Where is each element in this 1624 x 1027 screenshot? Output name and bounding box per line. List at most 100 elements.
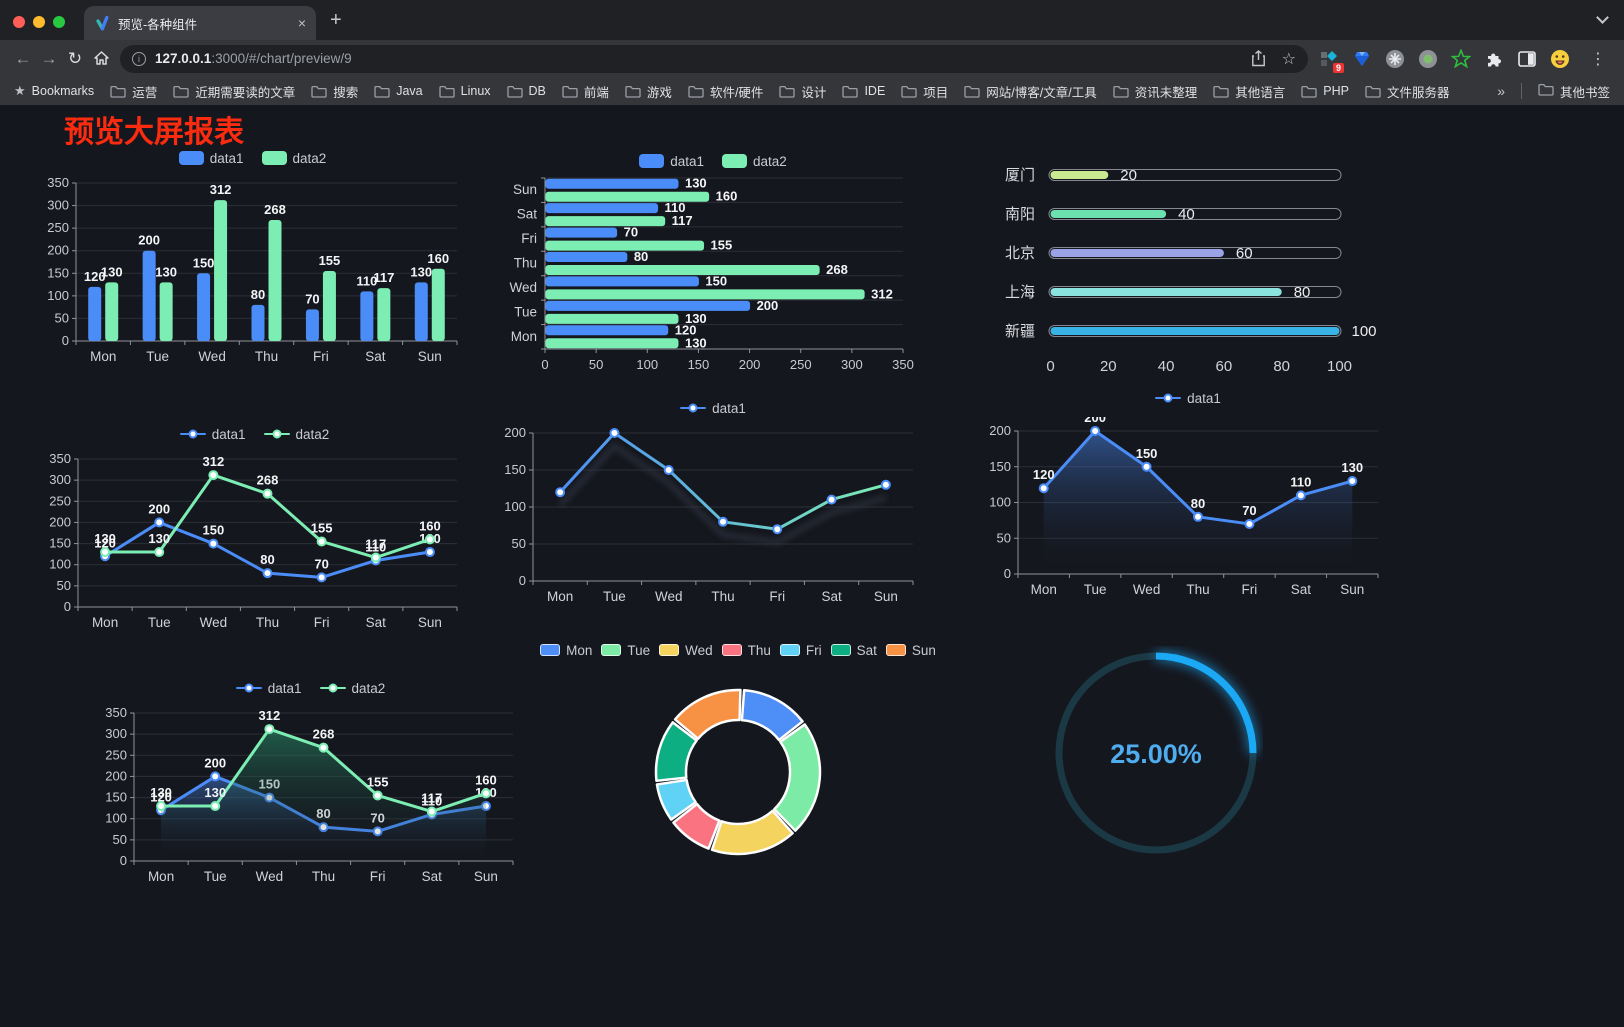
legend-label: Thu: [747, 642, 771, 658]
svg-text:110: 110: [356, 273, 377, 288]
other-bookmarks-folder[interactable]: 其他书签: [1538, 82, 1610, 101]
legend-item-Thu[interactable]: Thu: [721, 642, 771, 658]
legend-item-data1[interactable]: data1: [235, 681, 302, 696]
svg-text:50: 50: [113, 832, 127, 847]
home-button[interactable]: [88, 49, 114, 69]
bookmark-folder-项目[interactable]: 项目: [901, 82, 948, 101]
new-tab-button[interactable]: +: [330, 9, 342, 31]
svg-text:200: 200: [105, 768, 127, 783]
bookmark-folder-前端[interactable]: 前端: [562, 82, 609, 101]
site-info-icon[interactable]: i: [132, 51, 146, 66]
extension-star-icon[interactable]: [1450, 48, 1472, 70]
legend-item-Wed[interactable]: Wed: [659, 643, 713, 658]
close-window-button[interactable]: [13, 16, 25, 28]
legend-item-Tue[interactable]: Tue: [601, 643, 650, 658]
legend-item-Sat[interactable]: Sat: [830, 642, 877, 658]
bookmark-folder-DB[interactable]: DB: [506, 84, 546, 98]
legend-item-Mon[interactable]: Mon: [540, 643, 592, 658]
svg-text:20: 20: [1120, 167, 1137, 184]
bookmarks-manager-item[interactable]: ★ Bookmarks: [14, 83, 95, 98]
legend-item-Fri[interactable]: Fri: [779, 643, 822, 658]
bookmark-folder-网站/博客/文章/工具[interactable]: 网站/博客/文章/工具: [964, 82, 1097, 101]
svg-text:130: 130: [101, 264, 123, 279]
browser-menu-icon[interactable]: ⋮: [1590, 50, 1606, 68]
svg-text:新疆: 新疆: [1005, 323, 1035, 340]
legend-item-data1[interactable]: data1: [179, 427, 246, 442]
svg-text:250: 250: [105, 747, 127, 762]
bookmark-folder-搜索[interactable]: 搜索: [311, 82, 358, 101]
folder-icon: [1538, 83, 1554, 99]
legend-item-data2[interactable]: data2: [261, 151, 326, 166]
svg-text:200: 200: [204, 755, 226, 770]
svg-text:110: 110: [1290, 474, 1311, 489]
forward-button[interactable]: →: [40, 48, 58, 68]
legend-item-data1[interactable]: data1: [680, 401, 746, 416]
extension-green-dot-icon[interactable]: [1417, 48, 1439, 70]
bookmark-folder-资讯未整理[interactable]: 资讯未整理: [1113, 82, 1197, 101]
minimize-window-button[interactable]: [33, 16, 45, 28]
svg-text:Sat: Sat: [366, 615, 387, 630]
legend-label: Sat: [856, 642, 877, 658]
chart-area-line: data1 0 50 100 150 200 Mon Tue Wed Thu Fri Sat Sun 12…: [988, 387, 1388, 607]
bookmark-folder-近期需要读的文章[interactable]: 近期需要读的文章: [173, 82, 295, 101]
reload-button[interactable]: ↻: [67, 48, 83, 68]
bookmark-folder-PHP[interactable]: PHP: [1301, 84, 1349, 98]
svg-text:80: 80: [1191, 496, 1205, 511]
chart-legend: data1 data2: [503, 150, 923, 172]
tab-search-chevron-icon[interactable]: [1598, 12, 1608, 22]
legend-marker: [319, 683, 346, 693]
legend-item-data1[interactable]: data1: [639, 154, 704, 169]
address-bar[interactable]: i 127.0.0.1:3000/#/chart/preview/9 ☆: [120, 44, 1308, 73]
bookmark-folder-软件/硬件[interactable]: 软件/硬件: [688, 82, 763, 101]
extension-snowflake-icon[interactable]: [1384, 48, 1406, 70]
svg-text:150: 150: [193, 255, 215, 270]
svg-text:100: 100: [105, 811, 127, 826]
bookmark-folder-Java[interactable]: Java: [374, 84, 423, 98]
emoji-extension-icon[interactable]: [1549, 48, 1571, 70]
svg-text:Tue: Tue: [148, 615, 171, 630]
bookmark-folder-游戏[interactable]: 游戏: [625, 82, 672, 101]
svg-text:120: 120: [94, 535, 116, 550]
svg-text:150: 150: [105, 790, 127, 805]
svg-text:Tue: Tue: [1084, 582, 1107, 597]
side-panel-icon[interactable]: [1516, 48, 1538, 70]
bookmark-folder-其他语言[interactable]: 其他语言: [1213, 82, 1285, 101]
legend-item-data2[interactable]: data2: [722, 154, 787, 169]
svg-text:350: 350: [892, 357, 914, 372]
extension-grid-icon[interactable]: 9: [1318, 48, 1344, 73]
bookmarks-overflow-chevron[interactable]: »: [1497, 83, 1505, 99]
legend-item-data2[interactable]: data2: [319, 681, 385, 696]
legend-item-data2[interactable]: data2: [263, 427, 329, 442]
svg-text:上海: 上海: [1005, 284, 1035, 301]
svg-text:Sat: Sat: [365, 349, 386, 364]
back-button[interactable]: ←: [14, 48, 32, 68]
maximize-window-button[interactable]: [53, 16, 65, 28]
svg-text:200: 200: [989, 423, 1011, 438]
browser-tab[interactable]: 预览-各种组件 ×: [84, 6, 316, 40]
legend-item-data1[interactable]: data1: [1155, 391, 1221, 406]
svg-text:50: 50: [589, 357, 603, 372]
bookmark-folder-设计[interactable]: 设计: [779, 82, 826, 101]
legend-item-data1[interactable]: data1: [178, 151, 244, 166]
svg-text:南阳: 南阳: [1005, 206, 1035, 223]
extensions-puzzle-icon[interactable]: [1483, 48, 1505, 70]
svg-text:厦门: 厦门: [1005, 167, 1035, 184]
svg-text:0: 0: [64, 599, 71, 614]
svg-text:Sat: Sat: [517, 207, 538, 222]
bookmark-folder-IDE[interactable]: IDE: [842, 84, 885, 98]
svg-text:200: 200: [47, 243, 69, 258]
svg-text:110: 110: [665, 200, 686, 215]
legend-item-Sun[interactable]: Sun: [885, 643, 936, 658]
bookmark-folder-Linux[interactable]: Linux: [438, 84, 491, 98]
extension-gem-icon[interactable]: [1351, 48, 1373, 70]
bookmark-star-icon[interactable]: ☆: [1281, 50, 1296, 68]
multi-area-plot: 0 50 100 150 200 250 300 350 Mon Tue Wed Thu Fri Sat S…: [105, 705, 514, 884]
share-icon[interactable]: [1251, 50, 1266, 67]
legend-label: data1: [670, 153, 704, 169]
svg-text:Fri: Fri: [1242, 582, 1258, 597]
bookmark-folder-文件服务器[interactable]: 文件服务器: [1365, 82, 1449, 101]
bookmark-folder-运营[interactable]: 运营: [110, 82, 157, 101]
svg-text:Thu: Thu: [256, 615, 279, 630]
tab-close-icon[interactable]: ×: [297, 15, 306, 31]
svg-text:25.00%: 25.00%: [1110, 739, 1202, 769]
